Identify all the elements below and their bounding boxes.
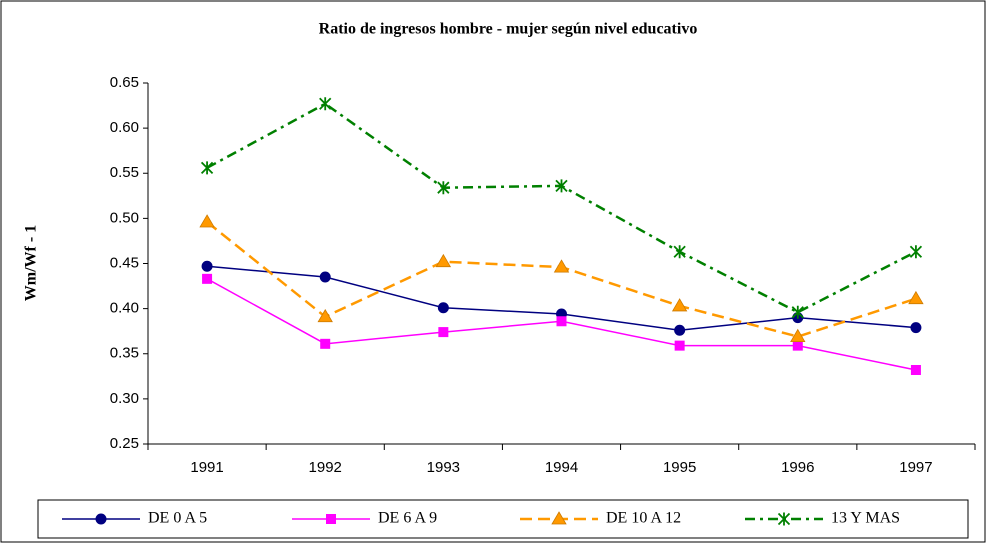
legend-label: DE 10 A 12 xyxy=(606,510,681,527)
marker xyxy=(674,324,686,336)
x-tick-label: 1994 xyxy=(545,459,578,476)
marker xyxy=(202,273,213,284)
marker xyxy=(674,340,685,351)
x-tick-label: 1993 xyxy=(427,459,460,476)
marker xyxy=(555,179,568,193)
marker xyxy=(437,181,450,195)
y-tick-label: 0.50 xyxy=(110,209,139,226)
marker xyxy=(200,161,214,175)
marker xyxy=(319,271,331,283)
chart-title: Ratio de ingresos hombre - mujer según n… xyxy=(319,21,698,38)
y-tick-label: 0.65 xyxy=(110,74,139,91)
marker xyxy=(551,511,567,525)
marker xyxy=(671,298,688,312)
marker xyxy=(95,513,107,525)
marker xyxy=(199,214,215,228)
marker xyxy=(553,259,570,273)
x-tick-label: 1995 xyxy=(663,459,696,476)
y-tick-label: 0.45 xyxy=(110,254,139,271)
marker xyxy=(437,302,449,314)
marker xyxy=(910,322,922,334)
marker xyxy=(556,316,567,327)
legend-label: 13 Y MAS xyxy=(831,510,900,527)
x-tick-label: 1991 xyxy=(190,459,223,476)
marker xyxy=(317,308,333,323)
marker xyxy=(673,245,686,259)
marker xyxy=(792,340,803,351)
marker xyxy=(326,514,336,524)
legend-label: DE 0 A 5 xyxy=(148,510,207,527)
marker xyxy=(201,260,213,272)
marker xyxy=(791,305,804,319)
y-tick-label: 0.55 xyxy=(110,164,139,181)
x-tick-label: 1992 xyxy=(309,459,342,476)
marker xyxy=(435,253,452,268)
x-tick-label: 1996 xyxy=(781,459,814,476)
marker xyxy=(908,290,924,305)
y-tick-label: 0.30 xyxy=(110,390,139,407)
marker xyxy=(777,512,791,526)
y-tick-label: 0.25 xyxy=(110,435,139,452)
y-tick-label: 0.40 xyxy=(110,300,139,317)
marker xyxy=(319,97,332,111)
marker xyxy=(909,245,923,259)
marker xyxy=(910,364,921,375)
legend-box xyxy=(37,499,969,539)
y-tick-label: 0.60 xyxy=(110,119,139,136)
x-tick-label: 1997 xyxy=(899,459,932,476)
y-tick-label: 0.35 xyxy=(110,345,139,362)
marker xyxy=(438,327,449,338)
marker xyxy=(790,328,806,343)
legend-label: DE 6 A 9 xyxy=(378,510,437,527)
y-axis-label: Wm/Wf - 1 xyxy=(23,225,40,301)
marker xyxy=(320,338,331,349)
